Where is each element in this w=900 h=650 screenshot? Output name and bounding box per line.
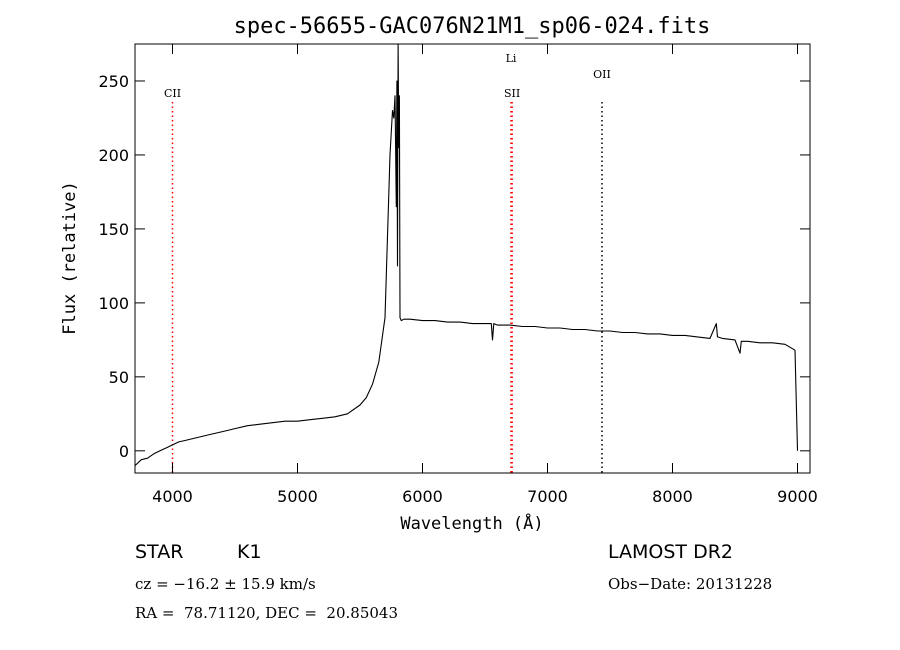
x-tick-label: 7000 (527, 487, 568, 506)
y-tick-label: 250 (98, 72, 129, 91)
y-axis-label: Flux (relative) (60, 181, 80, 335)
x-tick-label: 4000 (152, 487, 193, 506)
obs-date-text: Obs−Date: 20131228 (608, 575, 773, 593)
spectral-line-label: CII (164, 87, 181, 100)
x-tick-label: 5000 (277, 487, 318, 506)
spectral-line-label: OII (593, 68, 611, 81)
y-tick-label: 200 (98, 146, 129, 165)
axis-ticks: 4000 5000 6000 7000 8000 9000 0 50 100 150 200 250 (98, 44, 818, 506)
spectrum-line (134, 43, 799, 467)
survey-name: LAMOST DR2 (608, 541, 733, 563)
spectral-line-label: Li (506, 52, 517, 65)
spectral-lines: CII Li SII OII (164, 52, 611, 473)
x-tick-label: 6000 (402, 487, 443, 506)
object-subclass: K1 (237, 541, 262, 563)
y-tick-label: 150 (98, 220, 129, 239)
y-tick-label: 50 (109, 368, 129, 387)
x-axis-label: Wavelength (Å) (400, 512, 543, 534)
x-tick-label: 9000 (777, 487, 818, 506)
chart-title: spec-56655-GAC076N21M1_sp06-024.fits (234, 14, 711, 39)
y-tick-label: 0 (119, 442, 129, 461)
spectral-line-label: SII (504, 87, 520, 100)
x-tick-label: 8000 (652, 487, 693, 506)
redshift-text: cz = −16.2 ± 15.9 km/s (135, 575, 316, 593)
object-class: STAR (135, 541, 184, 563)
coordinates-text: RA = 78.71120, DEC = 20.85043 (135, 604, 399, 622)
y-tick-label: 100 (98, 294, 129, 313)
plot-frame (134, 43, 811, 474)
spectrum-series (134, 43, 799, 467)
